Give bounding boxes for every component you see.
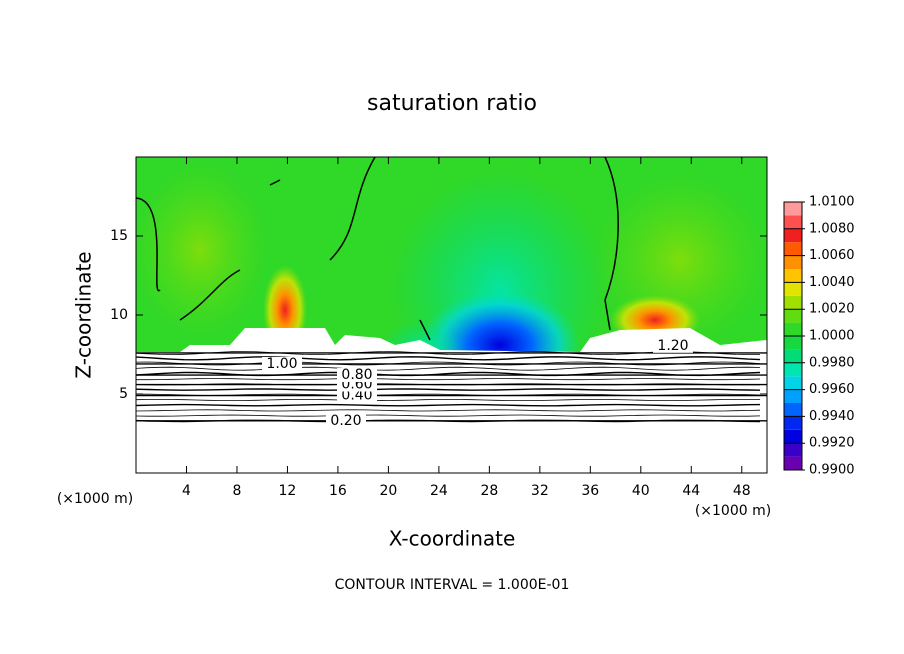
x-tick-label: 28: [480, 483, 498, 499]
x-tick-label: 20: [379, 483, 397, 499]
colorbar-bin: [784, 202, 802, 216]
x-tick-label: 40: [632, 483, 650, 499]
field: 0.200.400.600.801.001.20: [136, 157, 767, 473]
colorbar-tick-label: 0.9920: [809, 436, 855, 451]
x-tick-label: 8: [232, 483, 241, 499]
colorbar-bin: [784, 336, 802, 350]
x-unit-label: (×1000 m): [57, 491, 133, 507]
contour-line: [136, 409, 761, 412]
contour-label: 1.20: [657, 338, 688, 354]
contour-label-bg: [326, 413, 366, 428]
contour-line: [136, 356, 761, 361]
colorbar-tick-label: 1.0100: [809, 195, 855, 210]
colorbar-tick-label: 0.9980: [809, 355, 855, 370]
y-axis-label: Z-coordinate: [72, 251, 96, 378]
colorbar-bin: [784, 376, 802, 390]
colorbar-tick-label: 0.9900: [809, 463, 855, 478]
x-axis-label: X-coordinate: [389, 527, 516, 551]
contour-label-bg: [337, 388, 377, 403]
x-tick-label: 4: [182, 483, 191, 499]
colorbar-tick-label: 0.9940: [809, 409, 855, 424]
colorbar-bin: [784, 456, 802, 470]
contour-label-bg: [337, 368, 377, 383]
contour-label: 1.00: [266, 356, 297, 372]
colorbar-tick-label: 1.0080: [809, 221, 855, 236]
colorbar-bin: [784, 215, 802, 229]
colorbar-bin: [784, 242, 802, 256]
colorbar-tick-label: 1.0060: [809, 248, 855, 263]
colorbar-bin: [784, 443, 802, 457]
x-tick-label: 12: [279, 483, 297, 499]
contour-label-bg: [262, 356, 302, 371]
contour-line: [136, 414, 761, 417]
x-tick-label: 48: [733, 483, 751, 499]
colorbar-tick-label: 1.0020: [809, 302, 855, 317]
colorbar-tick-label: 1.0040: [809, 275, 855, 290]
x-unit-label: (×1000 m): [695, 503, 771, 519]
contour-label: 0.20: [330, 413, 361, 429]
contour-label: 0.40: [341, 388, 372, 404]
colorbar-bin: [784, 228, 802, 243]
contour-line: [136, 366, 761, 371]
contour-label-bg: [653, 338, 693, 353]
y-tick-label: 5: [119, 386, 128, 402]
colorbar-bin: [784, 349, 802, 363]
colorbar-bin: [784, 309, 802, 323]
colorbar-bin: [784, 269, 802, 283]
x-tick-label: 16: [329, 483, 347, 499]
colorbar-tick-label: 0.9960: [809, 382, 855, 397]
contour-label: 0.80: [341, 367, 372, 383]
colorbar-bin: [784, 389, 802, 403]
x-tick-label: 44: [682, 483, 700, 499]
colorbar-bin: [784, 429, 802, 444]
colorbar-bin: [784, 416, 802, 430]
contour-line: [136, 398, 761, 402]
y-tick-label: 15: [110, 228, 128, 244]
contour-outline: [136, 157, 619, 341]
contour-line: [136, 378, 761, 381]
colorbar-bin: [784, 322, 802, 336]
x-tick-label: 36: [581, 483, 599, 499]
colorbar-bin: [784, 282, 802, 296]
field-blob: [136, 160, 270, 340]
y-tick-label: 10: [110, 307, 128, 323]
colorbar-tick-label: 1.0000: [809, 329, 855, 344]
chart-title: saturation ratio: [367, 91, 537, 116]
colorbar-bin: [784, 403, 802, 417]
x-tick-label: 24: [430, 483, 448, 499]
contour-line: [136, 403, 761, 407]
footer-note: CONTOUR INTERVAL = 1.000E-01: [335, 577, 570, 593]
colorbar-bin: [784, 295, 802, 310]
contour-line: [136, 388, 761, 391]
x-tick-label: 32: [531, 483, 549, 499]
colorbar-bin: [784, 255, 802, 269]
colorbar-bin: [784, 362, 802, 377]
